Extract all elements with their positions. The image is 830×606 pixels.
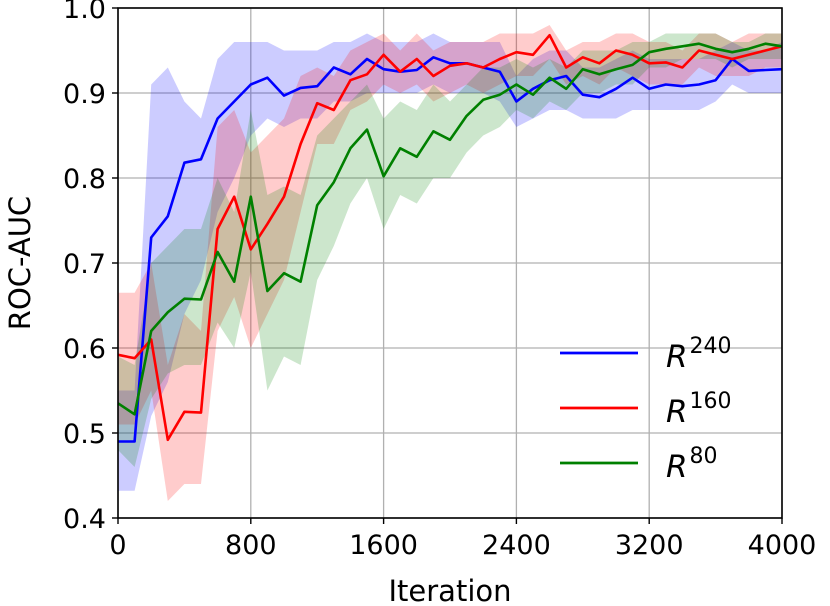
band-160 [118, 25, 782, 501]
y-tick-label: 1.0 [63, 0, 106, 25]
legend-label-160: R160 [666, 389, 732, 430]
y-tick-label: 0.7 [63, 249, 106, 280]
axis-ticks: 0 800 1600 2400 3200 4000 0.4 0.5 0.6 0.7 0.8 0.9 1.… [63, 0, 816, 561]
x-tick-label: 1600 [349, 530, 418, 561]
x-tick-label: 4000 [748, 530, 817, 561]
x-axis-label: Iteration [388, 574, 511, 606]
y-tick-label: 0.8 [63, 164, 106, 195]
x-tick-label: 3200 [615, 530, 684, 561]
legend-base: R [666, 449, 688, 485]
y-tick-label: 0.5 [63, 419, 106, 450]
line-80 [117, 42, 783, 416]
x-tick-label: 2400 [482, 530, 551, 561]
line-240 [118, 55, 783, 443]
legend-label-80: R80 [666, 444, 718, 485]
legend-superscript: 160 [690, 389, 732, 414]
legend-label-240: R240 [666, 334, 732, 375]
y-tick-label: 0.9 [63, 79, 106, 110]
y-tick-label: 0.6 [63, 334, 106, 365]
y-axis-label: ROC-AUC [3, 196, 37, 330]
series-lines [117, 33, 783, 443]
legend-superscript: 240 [690, 334, 732, 359]
line-160 [117, 33, 783, 442]
legend-superscript: 80 [690, 444, 718, 469]
legend-base: R [666, 394, 688, 430]
x-tick-label: 0 [109, 530, 126, 561]
x-tick-label: 800 [225, 530, 277, 561]
legend-base: R [666, 339, 688, 375]
y-tick-label: 0.4 [63, 504, 106, 535]
